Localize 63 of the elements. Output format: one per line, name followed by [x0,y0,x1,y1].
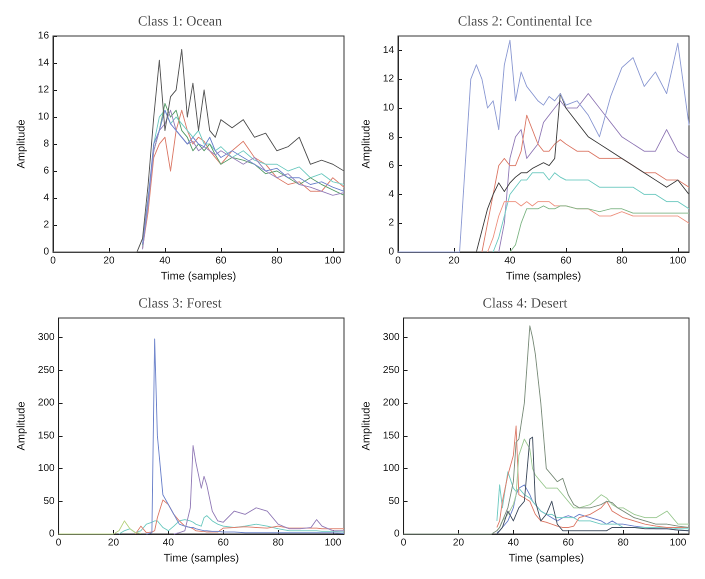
y-tick-label: 100 [38,463,56,474]
y-tick-label: 300 [38,332,56,344]
y-tick-label: 100 [382,463,400,474]
y-tick-label: 2 [388,218,394,229]
y-tick-label: 200 [382,398,400,409]
x-axis-title: Time (samples) [506,270,582,282]
y-tick-label: 200 [38,398,56,409]
x-tick-label: 40 [508,538,520,548]
y-tick-label: 10 [382,102,394,114]
y-tick-label: 14 [38,58,50,68]
y-tick-label: 50 [43,496,56,507]
y-tick-label: 50 [388,496,400,507]
x-axis-title: Time (samples) [164,552,239,564]
x-tick-label: 100 [324,256,342,266]
x-tick-label: 60 [562,538,574,548]
x-tick-label: 100 [670,538,687,548]
x-tick-label: 60 [560,256,572,266]
chart-title: Class 1: Ocean [138,14,222,30]
y-tick-label: 16 [38,30,50,42]
x-tick-label: 80 [616,256,628,266]
y-tick-label: 12 [382,74,394,85]
y-tick-label: 0 [49,528,56,540]
y-tick-label: 250 [382,364,400,376]
x-axis-title: Time (samples) [160,270,236,282]
x-tick-label: 40 [162,538,174,548]
y-tick-label: 2 [43,220,50,230]
x-tick-label: 40 [504,256,516,266]
x-tick-label: 80 [618,538,630,548]
chart-title: Class 2: Continental Ice [458,14,592,30]
y-tick-label: 0 [388,246,394,258]
x-tick-label: 60 [218,538,230,548]
y-tick-label: 10 [38,112,50,122]
x-tick-label: 20 [448,256,460,266]
x-tick-label: 100 [324,538,342,548]
y-tick-label: 150 [382,430,400,442]
x-tick-label: 60 [215,256,227,266]
y-tick-label: 12 [38,84,50,96]
y-tick-label: 4 [43,192,50,204]
y-tick-label: 14 [382,44,394,56]
y-tick-label: 300 [382,332,400,344]
chart-title: Class 4: Desert [482,296,568,312]
y-tick-label: 4 [388,188,394,200]
x-tick-label: 20 [108,538,120,548]
y-axis-title: Amplitude [360,120,372,168]
y-tick-label: 150 [38,430,56,442]
x-axis-title: Time (samples) [508,552,584,564]
y-axis-title: Amplitude [16,120,28,168]
x-tick-label: 80 [271,256,283,266]
y-tick-label: 8 [43,138,50,150]
y-tick-label: 8 [388,131,394,142]
y-axis-title: Amplitude [16,402,28,450]
x-tick-label: 40 [159,256,171,266]
x-tick-label: 100 [669,256,687,266]
x-tick-label: 20 [452,538,464,548]
y-tick-label: 250 [38,364,56,376]
x-tick-label: 80 [272,538,284,548]
y-tick-label: 0 [394,528,400,540]
y-tick-label: 0 [43,246,50,258]
chart-title: Class 3: Forest [138,296,222,312]
y-axis-title: Amplitude [360,402,372,450]
y-tick-label: 6 [388,160,394,172]
y-tick-label: 6 [43,166,50,176]
x-tick-label: 20 [103,256,115,266]
